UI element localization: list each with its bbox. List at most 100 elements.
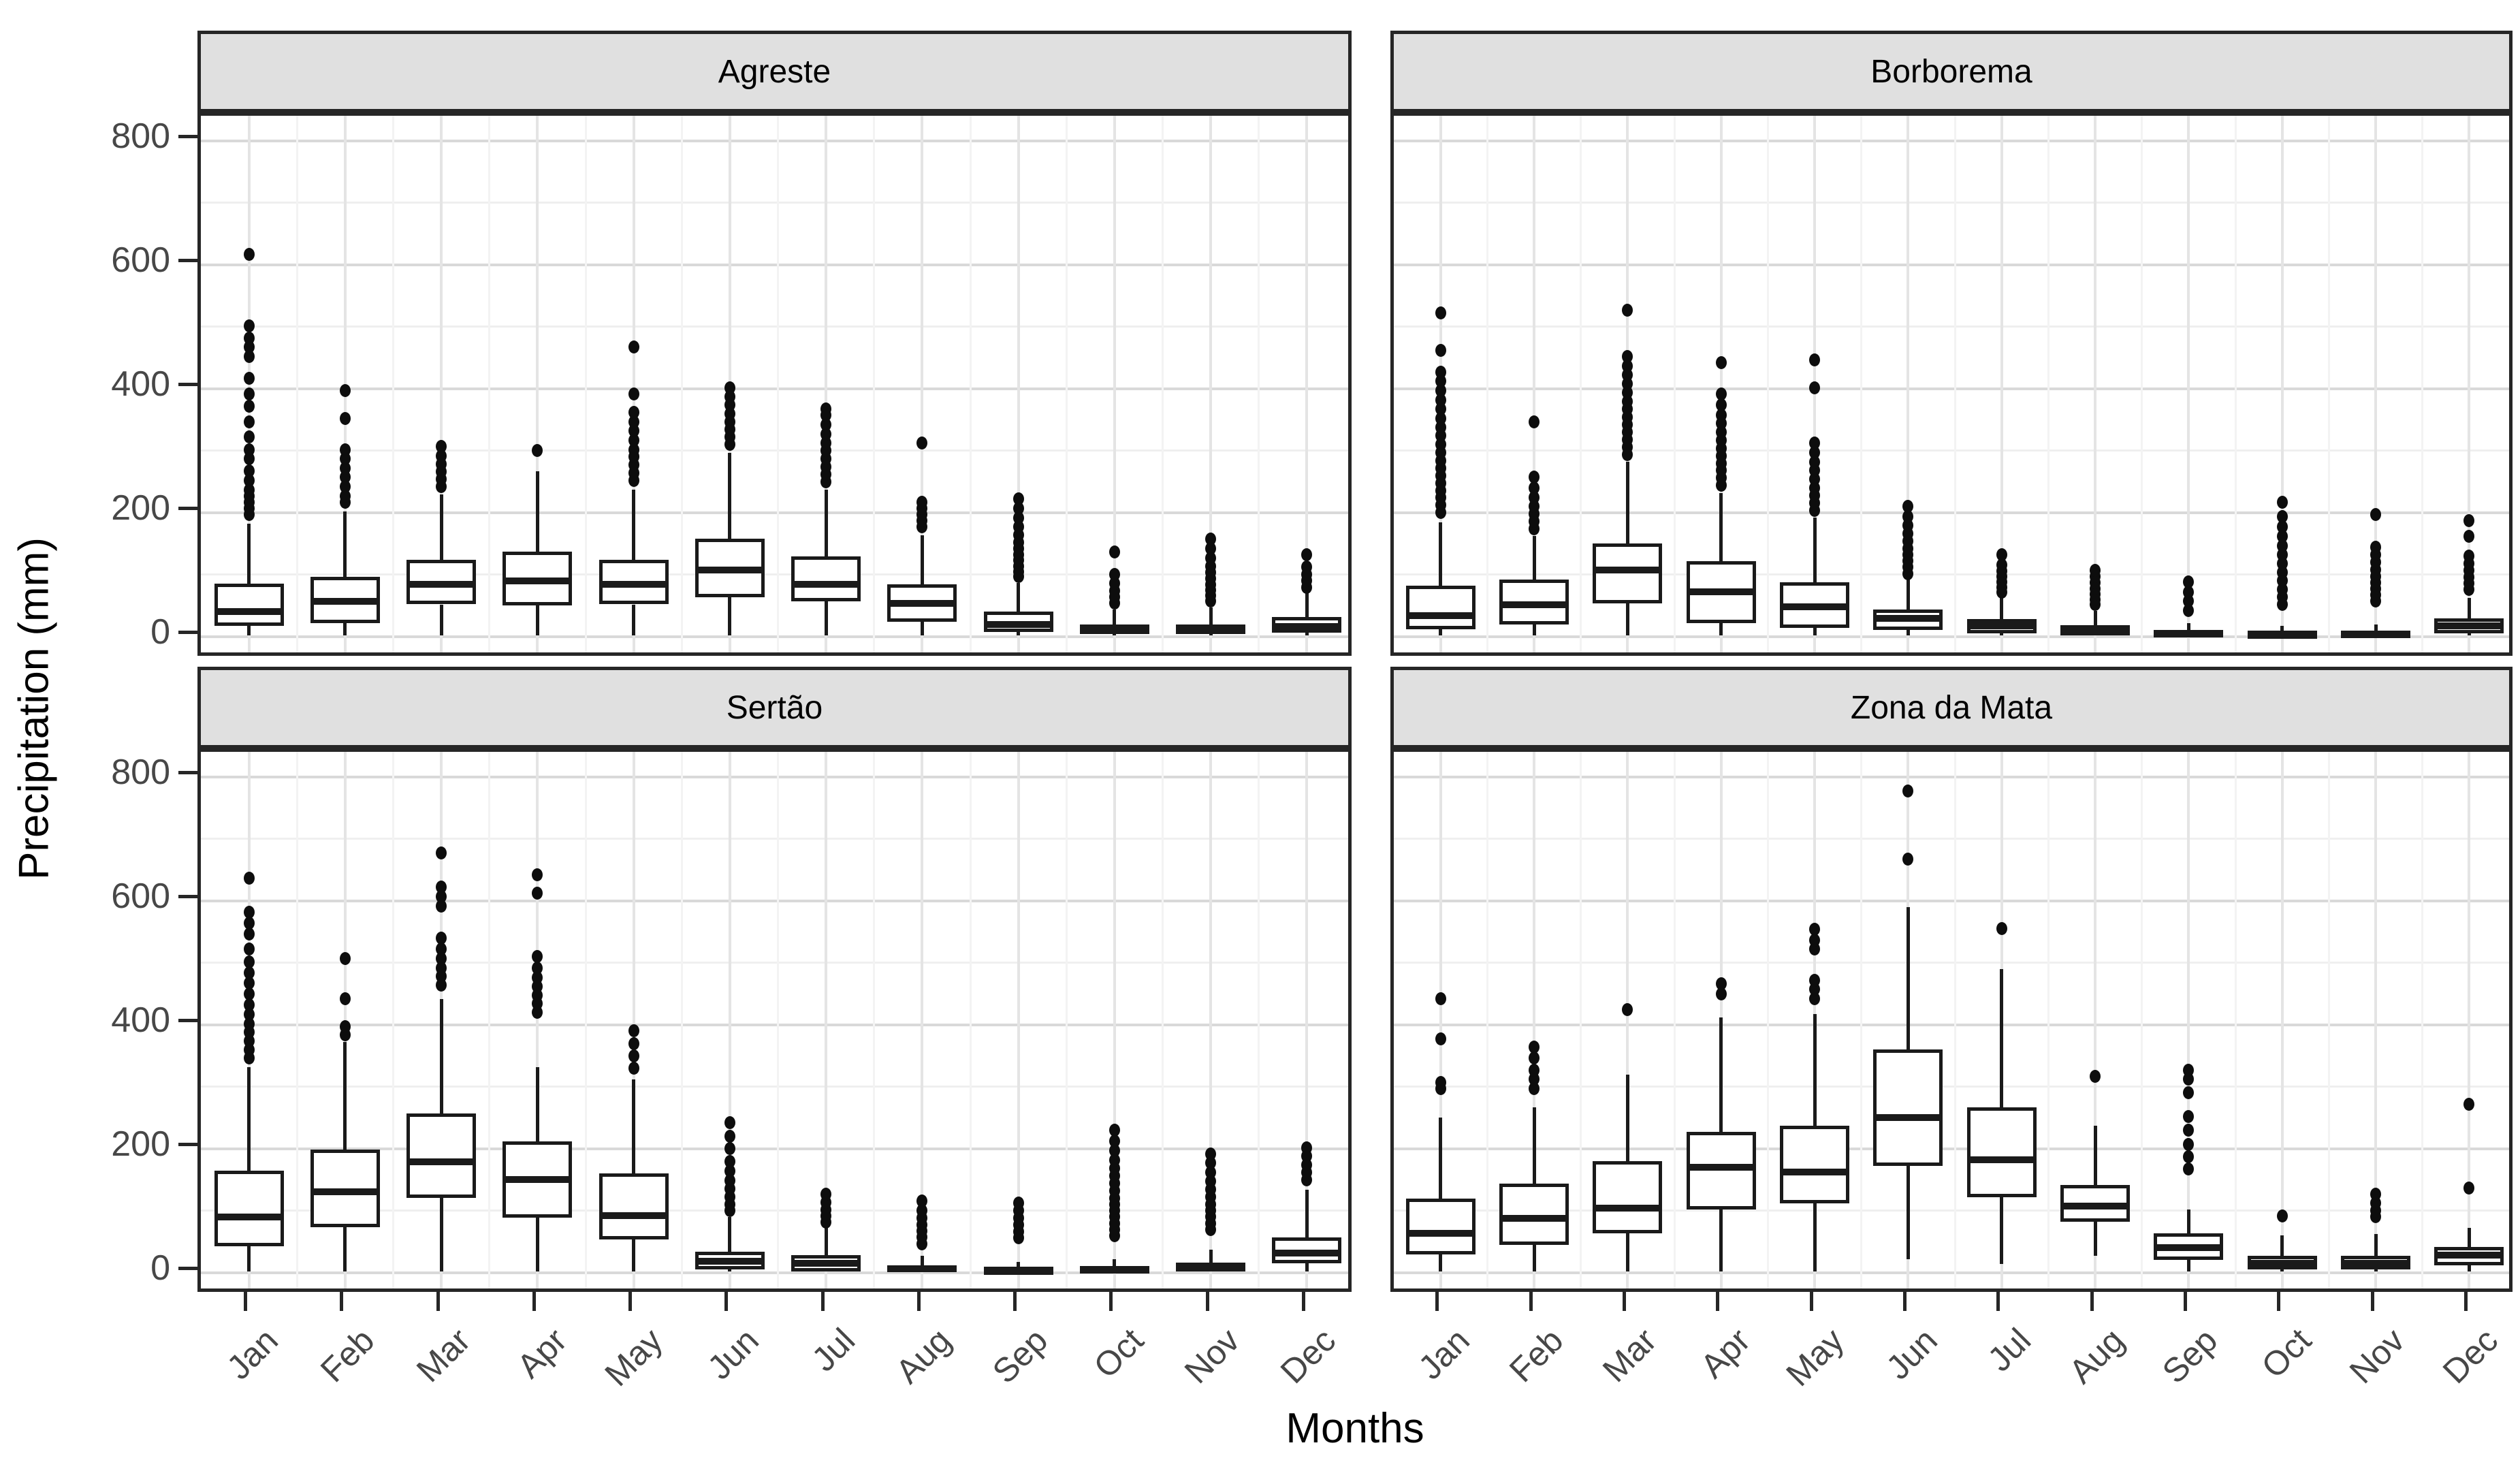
gridline-vertical-minor	[969, 116, 972, 652]
x-tick-label: Jul	[1980, 1320, 2038, 1379]
outlier-dot	[1996, 558, 2007, 571]
whisker-upper	[1439, 1118, 1443, 1199]
gridline-vertical-minor	[1486, 116, 1488, 652]
outlier-dot	[1715, 408, 1727, 422]
outlier-dot	[339, 992, 351, 1006]
y-axis-tick	[178, 507, 197, 510]
facet-strip: Sertão	[197, 667, 1352, 748]
outlier-dot	[1012, 492, 1024, 506]
gridline-minor	[1394, 449, 2509, 452]
gridline-vertical	[921, 116, 924, 652]
median-line	[1272, 1249, 1342, 1256]
whisker-lower	[920, 621, 924, 635]
boxplot-box	[1873, 1049, 1943, 1167]
outlier-dot	[243, 943, 255, 956]
boxplot-box	[791, 556, 861, 601]
whisker-lower	[1017, 632, 1021, 635]
whisker-lower	[1532, 624, 1536, 635]
gridline-vertical-minor	[1580, 752, 1582, 1288]
x-axis-tick	[916, 1292, 921, 1311]
facet-panel	[1390, 112, 2513, 656]
whisker-upper	[2093, 1126, 2097, 1185]
whisker-lower	[247, 626, 251, 635]
y-tick-label: 200	[111, 488, 170, 528]
whisker-upper	[1719, 492, 1723, 561]
x-tick-label: Jun	[700, 1320, 767, 1387]
whisker-upper	[2186, 622, 2190, 631]
y-axis-tick	[178, 259, 197, 262]
outlier-dot	[1205, 542, 1217, 556]
whisker-upper	[1209, 607, 1213, 624]
outlier-dot	[339, 384, 351, 398]
outlier-dot	[243, 917, 255, 930]
outlier-dot	[339, 443, 351, 456]
outlier-dot	[339, 461, 351, 475]
outlier-dot	[2276, 529, 2288, 543]
y-axis-tick	[178, 383, 197, 386]
facet-strip-label: Zona da Mata	[1850, 689, 2053, 726]
whisker-upper	[2374, 624, 2378, 631]
outlier-dot	[628, 1037, 639, 1050]
outlier-dot	[243, 998, 255, 1012]
outlier-dot	[1301, 1141, 1313, 1154]
gridline-vertical	[536, 752, 539, 1288]
outlier-dot	[2276, 520, 2288, 534]
x-axis-tick	[244, 1292, 248, 1311]
gridline-vertical-minor	[1860, 116, 1863, 652]
whisker-lower	[1906, 1166, 1910, 1259]
whisker-lower	[2000, 1197, 2004, 1265]
gridline-vertical	[2374, 116, 2377, 652]
x-tick-label: Mar	[409, 1320, 478, 1390]
outlier-dot	[2370, 541, 2381, 554]
outlier-dot	[1109, 1135, 1120, 1148]
outlier-dot	[1529, 481, 1540, 494]
gridline-vertical-minor	[296, 752, 298, 1288]
outlier-dot	[628, 1062, 639, 1075]
outlier-dot	[820, 427, 832, 441]
outlier-dot	[1809, 973, 1820, 987]
outlier-dot	[628, 341, 639, 354]
x-axis-tick	[1996, 1292, 2000, 1311]
y-tick-label: 600	[111, 876, 170, 916]
outlier-dot	[2183, 1137, 2195, 1151]
gridline-vertical	[825, 752, 828, 1288]
outlier-dot	[2183, 1063, 2195, 1077]
whisker-upper	[1532, 536, 1536, 580]
whisker-lower	[247, 1246, 251, 1271]
outlier-dot	[243, 430, 255, 444]
gridline-vertical-minor	[873, 752, 876, 1288]
outlier-dot	[243, 319, 255, 332]
gridline-vertical-minor	[777, 116, 779, 652]
whisker-upper	[2093, 610, 2097, 626]
whisker-lower	[728, 597, 732, 635]
outlier-dot	[1809, 437, 1820, 450]
gridline-vertical-minor	[1766, 752, 1769, 1288]
gridline-vertical-minor	[488, 116, 491, 652]
gridline-major	[201, 264, 1348, 266]
outlier-dot	[339, 1020, 351, 1034]
whisker-upper	[1113, 609, 1117, 624]
y-tick-label: 200	[111, 1124, 170, 1164]
outlier-dot	[2183, 1086, 2195, 1100]
whisker-lower	[535, 1217, 539, 1271]
facet-panel	[1390, 748, 2513, 1292]
gridline-major	[201, 1024, 1348, 1026]
outlier-dot	[724, 1165, 735, 1178]
gridline-vertical-minor	[1486, 752, 1488, 1288]
x-axis-tick	[1435, 1292, 1439, 1311]
outlier-dot	[2276, 539, 2288, 552]
whisker-lower	[1209, 634, 1213, 635]
whisker-lower	[2000, 633, 2004, 635]
outlier-dot	[2370, 1187, 2381, 1201]
gridline-major	[201, 900, 1348, 902]
gridline-vertical	[1209, 752, 1213, 1288]
whisker-upper	[1209, 1250, 1213, 1263]
outlier-dot	[1205, 533, 1217, 546]
boxplot-box	[214, 1170, 284, 1246]
whisker-upper	[1532, 1107, 1536, 1184]
gridline-vertical-minor	[392, 116, 394, 652]
outlier-dot	[1622, 350, 1633, 363]
y-axis-tick	[178, 1143, 197, 1146]
x-tick-label: Feb	[313, 1320, 382, 1390]
x-tick-label: Sep	[985, 1320, 1055, 1391]
